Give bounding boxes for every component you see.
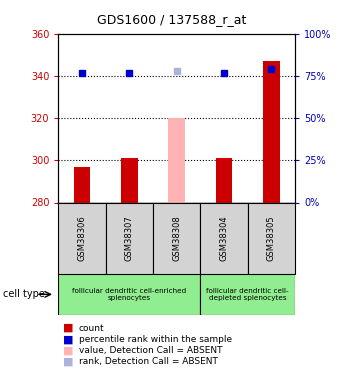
Text: follicular dendritic cell-enriched
splenocytes: follicular dendritic cell-enriched splen… — [72, 288, 187, 301]
Text: ■: ■ — [63, 357, 74, 367]
Text: GSM38307: GSM38307 — [125, 215, 134, 261]
Text: percentile rank within the sample: percentile rank within the sample — [79, 335, 232, 344]
Text: ■: ■ — [63, 346, 74, 355]
Text: follicular dendritic cell-
depleted splenocytes: follicular dendritic cell- depleted sple… — [206, 288, 289, 301]
Bar — [58, 202, 106, 274]
Text: GSM38305: GSM38305 — [267, 215, 276, 261]
Bar — [200, 202, 248, 274]
Text: GSM38304: GSM38304 — [220, 215, 228, 261]
Bar — [200, 274, 295, 315]
Bar — [168, 118, 185, 202]
Text: ■: ■ — [63, 323, 74, 333]
Bar — [153, 202, 200, 274]
Text: GSM38308: GSM38308 — [172, 215, 181, 261]
Text: GDS1600 / 137588_r_at: GDS1600 / 137588_r_at — [97, 13, 246, 26]
Text: value, Detection Call = ABSENT: value, Detection Call = ABSENT — [79, 346, 222, 355]
Bar — [216, 158, 232, 203]
Text: cell type: cell type — [3, 290, 45, 299]
Bar — [121, 158, 138, 203]
Bar — [74, 166, 90, 202]
Text: count: count — [79, 324, 105, 333]
Text: rank, Detection Call = ABSENT: rank, Detection Call = ABSENT — [79, 357, 218, 366]
Text: ■: ■ — [63, 334, 74, 344]
Bar — [106, 202, 153, 274]
Bar — [263, 61, 280, 202]
Bar — [248, 202, 295, 274]
Bar — [58, 274, 200, 315]
Text: GSM38306: GSM38306 — [78, 215, 86, 261]
